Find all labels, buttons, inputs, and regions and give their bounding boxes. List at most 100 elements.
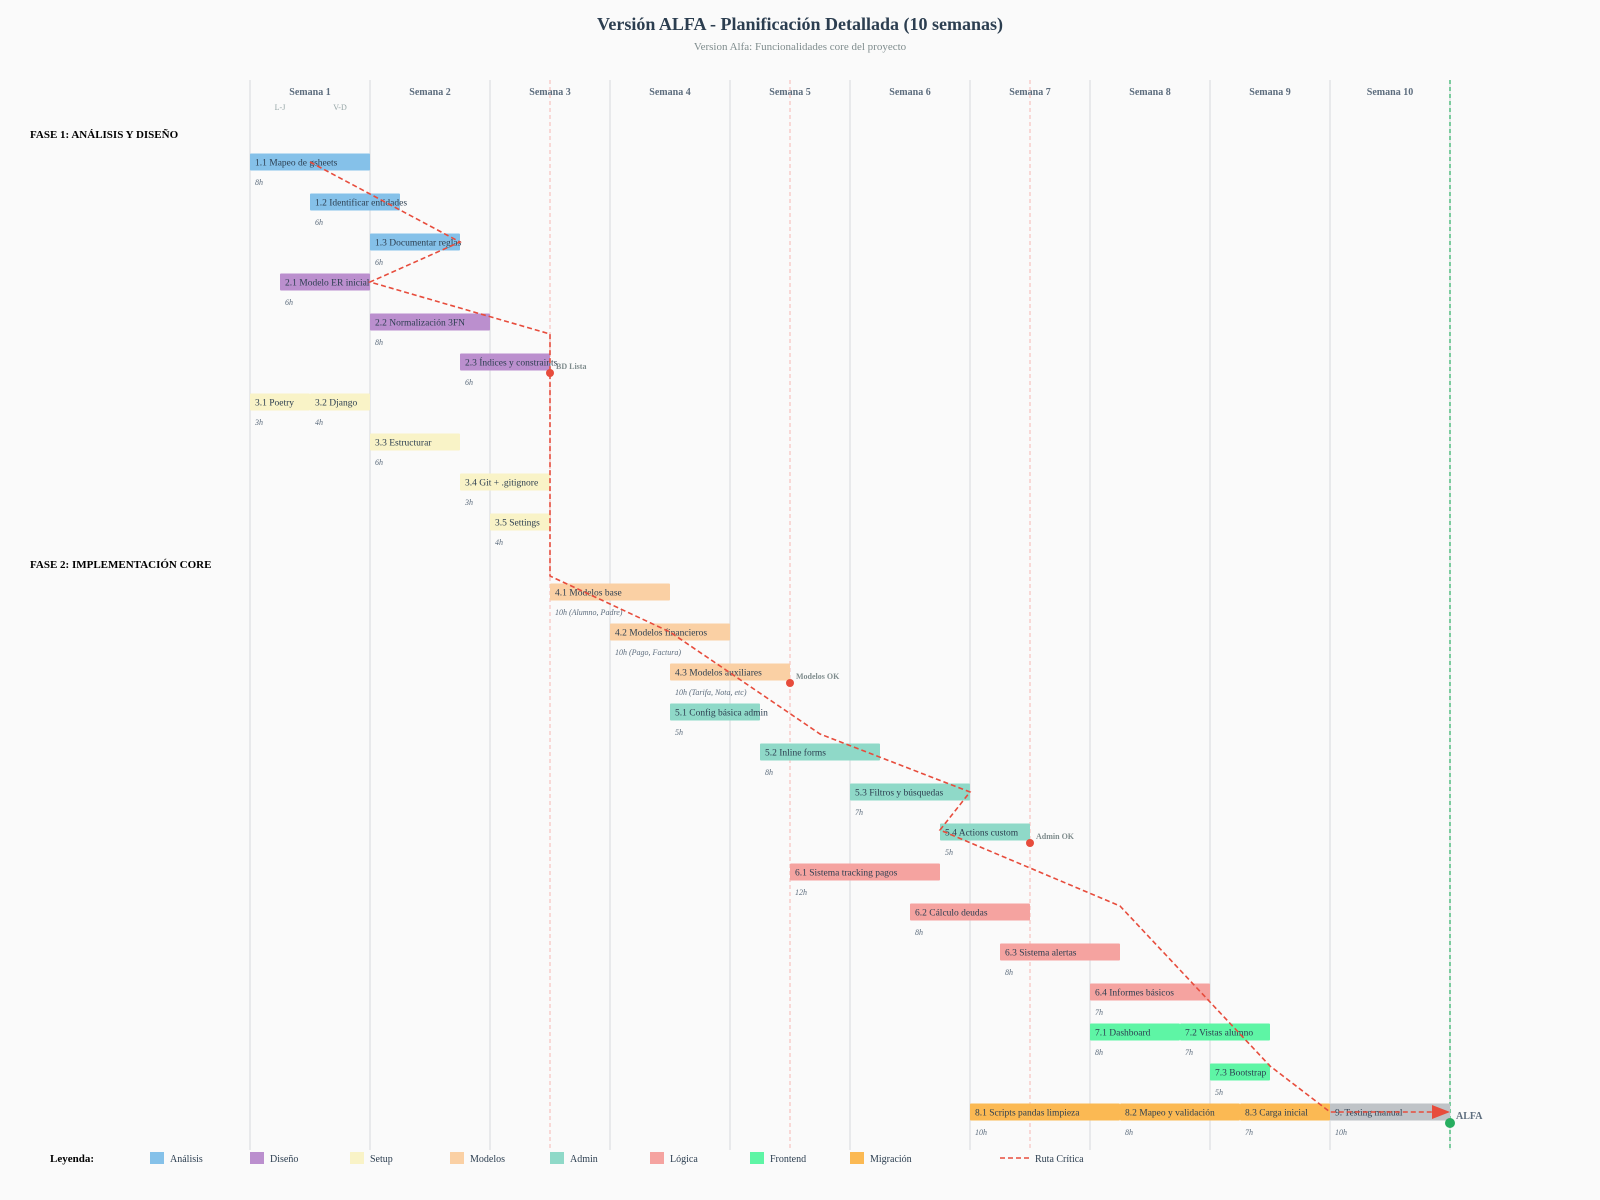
phase-label: FASE 1: ANÁLISIS Y DISEÑO <box>30 129 179 141</box>
task-hours: 10h <box>975 1128 987 1137</box>
task-bars: 1.1 Mapeo de gsheets 8h 1.2 Identificar en… <box>250 153 1450 1137</box>
week-grid: Semana 1 Semana 2 Semana 3 Semana 4 Semana 5… <box>249 80 1451 1150</box>
chart-title: Versión ALFA - Planificación Detallada (… <box>597 14 1003 35</box>
task-bar <box>1240 1103 1330 1121</box>
task-bar <box>1210 1063 1270 1081</box>
task-hours: 4h <box>495 538 503 547</box>
task-hours: 7h <box>1095 1008 1103 1017</box>
task-label: 7.2 Vistas alumno <box>1185 1029 1253 1039</box>
legend-label: Diseño <box>270 1154 298 1165</box>
task-label: 1.3 Documentar reglas <box>375 239 462 249</box>
week-sublabel: L-J <box>275 103 286 112</box>
legend-label: Admin <box>570 1154 598 1165</box>
task-label: 9. Testing manual <box>1335 1109 1403 1119</box>
task-label: 5.1 Config básica admin <box>675 708 768 719</box>
task-bar <box>460 473 550 491</box>
week-label: Semana 5 <box>769 87 810 98</box>
milestone-label: ALFA <box>1456 1111 1483 1122</box>
task-bar <box>1180 1023 1270 1041</box>
task-bar <box>1000 943 1120 961</box>
task-label: 3.3 Estructurar <box>375 439 432 449</box>
task-bar <box>790 863 940 881</box>
critical-path-line <box>309 161 1450 1113</box>
task-hours: 8h <box>1005 968 1013 977</box>
legend-label: Ruta Crítica <box>1035 1154 1084 1165</box>
milestone-marker <box>786 679 794 687</box>
task-label: 4.3 Modelos auxiliares <box>675 669 762 679</box>
task-hours: 10h (Tarifa, Nota, etc) <box>675 688 747 697</box>
task-label: 1.1 Mapeo de gsheets <box>255 159 338 169</box>
task-label: 8.1 Scripts pandas limpieza <box>975 1109 1080 1119</box>
task-hours: 7h <box>855 808 863 817</box>
task-hours: 10h <box>1335 1128 1347 1137</box>
task-label: 6.1 Sistema tracking pagos <box>795 869 898 879</box>
phase-label: FASE 2: IMPLEMENTACIÓN CORE <box>30 559 211 571</box>
legend-label: Lógica <box>670 1154 698 1165</box>
task-label: 2.1 Modelo ER inicial <box>285 279 370 289</box>
task-hours: 3h <box>254 418 263 427</box>
task-hours: 5h <box>1215 1088 1223 1097</box>
task-label: 1.2 Identificar entidades <box>315 198 407 209</box>
week-label: Semana 7 <box>1009 87 1050 98</box>
task-bar <box>370 233 460 251</box>
task-hours: 8h <box>255 178 263 187</box>
week-sublabel: V-D <box>333 103 347 112</box>
legend-title: Leyenda: <box>50 1153 94 1165</box>
legend-label: Migración <box>870 1154 912 1165</box>
task-label: 8.2 Mapeo y validación <box>1125 1109 1215 1119</box>
task-bar <box>1120 1103 1240 1121</box>
task-hours: 8h <box>765 768 773 777</box>
task-bar <box>940 823 1030 841</box>
task-bar <box>850 783 970 801</box>
task-bar <box>1090 983 1210 1001</box>
task-label: 7.3 Bootstrap <box>1215 1069 1266 1079</box>
task-label: 3.5 Settings <box>495 519 540 529</box>
week-label: Semana 9 <box>1249 87 1290 98</box>
legend-label: Modelos <box>470 1154 505 1165</box>
task-label: 5.3 Filtros y búsquedas <box>855 789 943 799</box>
task-bar <box>370 313 490 331</box>
task-label: 2.2 Normalización 3FN <box>375 319 465 329</box>
task-hours: 5h <box>675 728 683 737</box>
task-hours: 8h <box>375 338 383 347</box>
task-hours: 8h <box>915 928 923 937</box>
task-label: 3.4 Git + .gitignore <box>465 479 538 489</box>
week-label: Semana 3 <box>529 87 570 98</box>
task-bar <box>370 433 460 451</box>
legend-swatch <box>150 1152 164 1164</box>
task-hours: 3h <box>464 498 473 507</box>
task-bar <box>250 393 310 411</box>
milestone-marker <box>546 369 554 377</box>
task-label: 7.1 Dashboard <box>1095 1029 1151 1039</box>
critical-path-arrow <box>1432 1105 1450 1119</box>
milestone-label: BD Lista <box>556 362 586 371</box>
chart-subtitle: Version Alfa: Funcionalidades core del p… <box>694 41 907 53</box>
milestone-marker <box>1026 839 1034 847</box>
critical-path <box>309 161 1450 1119</box>
phase-labels: FASE 1: ANÁLISIS Y DISEÑO FASE 2: IMPLEME… <box>30 129 211 571</box>
task-label: 5.2 Inline forms <box>765 748 826 759</box>
task-hours: 8h <box>1125 1128 1133 1137</box>
task-hours: 6h <box>375 258 383 267</box>
week-label: Semana 6 <box>889 87 930 98</box>
task-label: 6.2 Cálculo deudas <box>915 909 988 919</box>
legend-swatch <box>250 1152 264 1164</box>
task-hours: 10h (Pago, Factura) <box>615 648 681 657</box>
legend-swatch <box>650 1152 664 1164</box>
task-hours: 5h <box>945 848 953 857</box>
milestones: BD Lista Modelos OK Admin OK ALFA <box>546 362 1483 1128</box>
legend-swatch <box>350 1152 364 1164</box>
legend-label: Análisis <box>170 1154 203 1165</box>
milestone-label: Modelos OK <box>796 672 840 681</box>
week-label: Semana 1 <box>289 87 330 98</box>
legend-label: Setup <box>370 1154 393 1165</box>
task-hours: 12h <box>795 888 807 897</box>
task-bar <box>970 1103 1120 1121</box>
milestone-marker <box>1445 1118 1455 1128</box>
task-hours: 6h <box>315 218 323 227</box>
task-hours: 6h <box>375 458 383 467</box>
task-hours: 7h <box>1245 1128 1253 1137</box>
task-label: 8.3 Carga inicial <box>1245 1109 1308 1119</box>
task-label: 3.2 Django <box>315 399 357 409</box>
task-hours: 10h (Alumno, Padre) <box>555 608 623 617</box>
